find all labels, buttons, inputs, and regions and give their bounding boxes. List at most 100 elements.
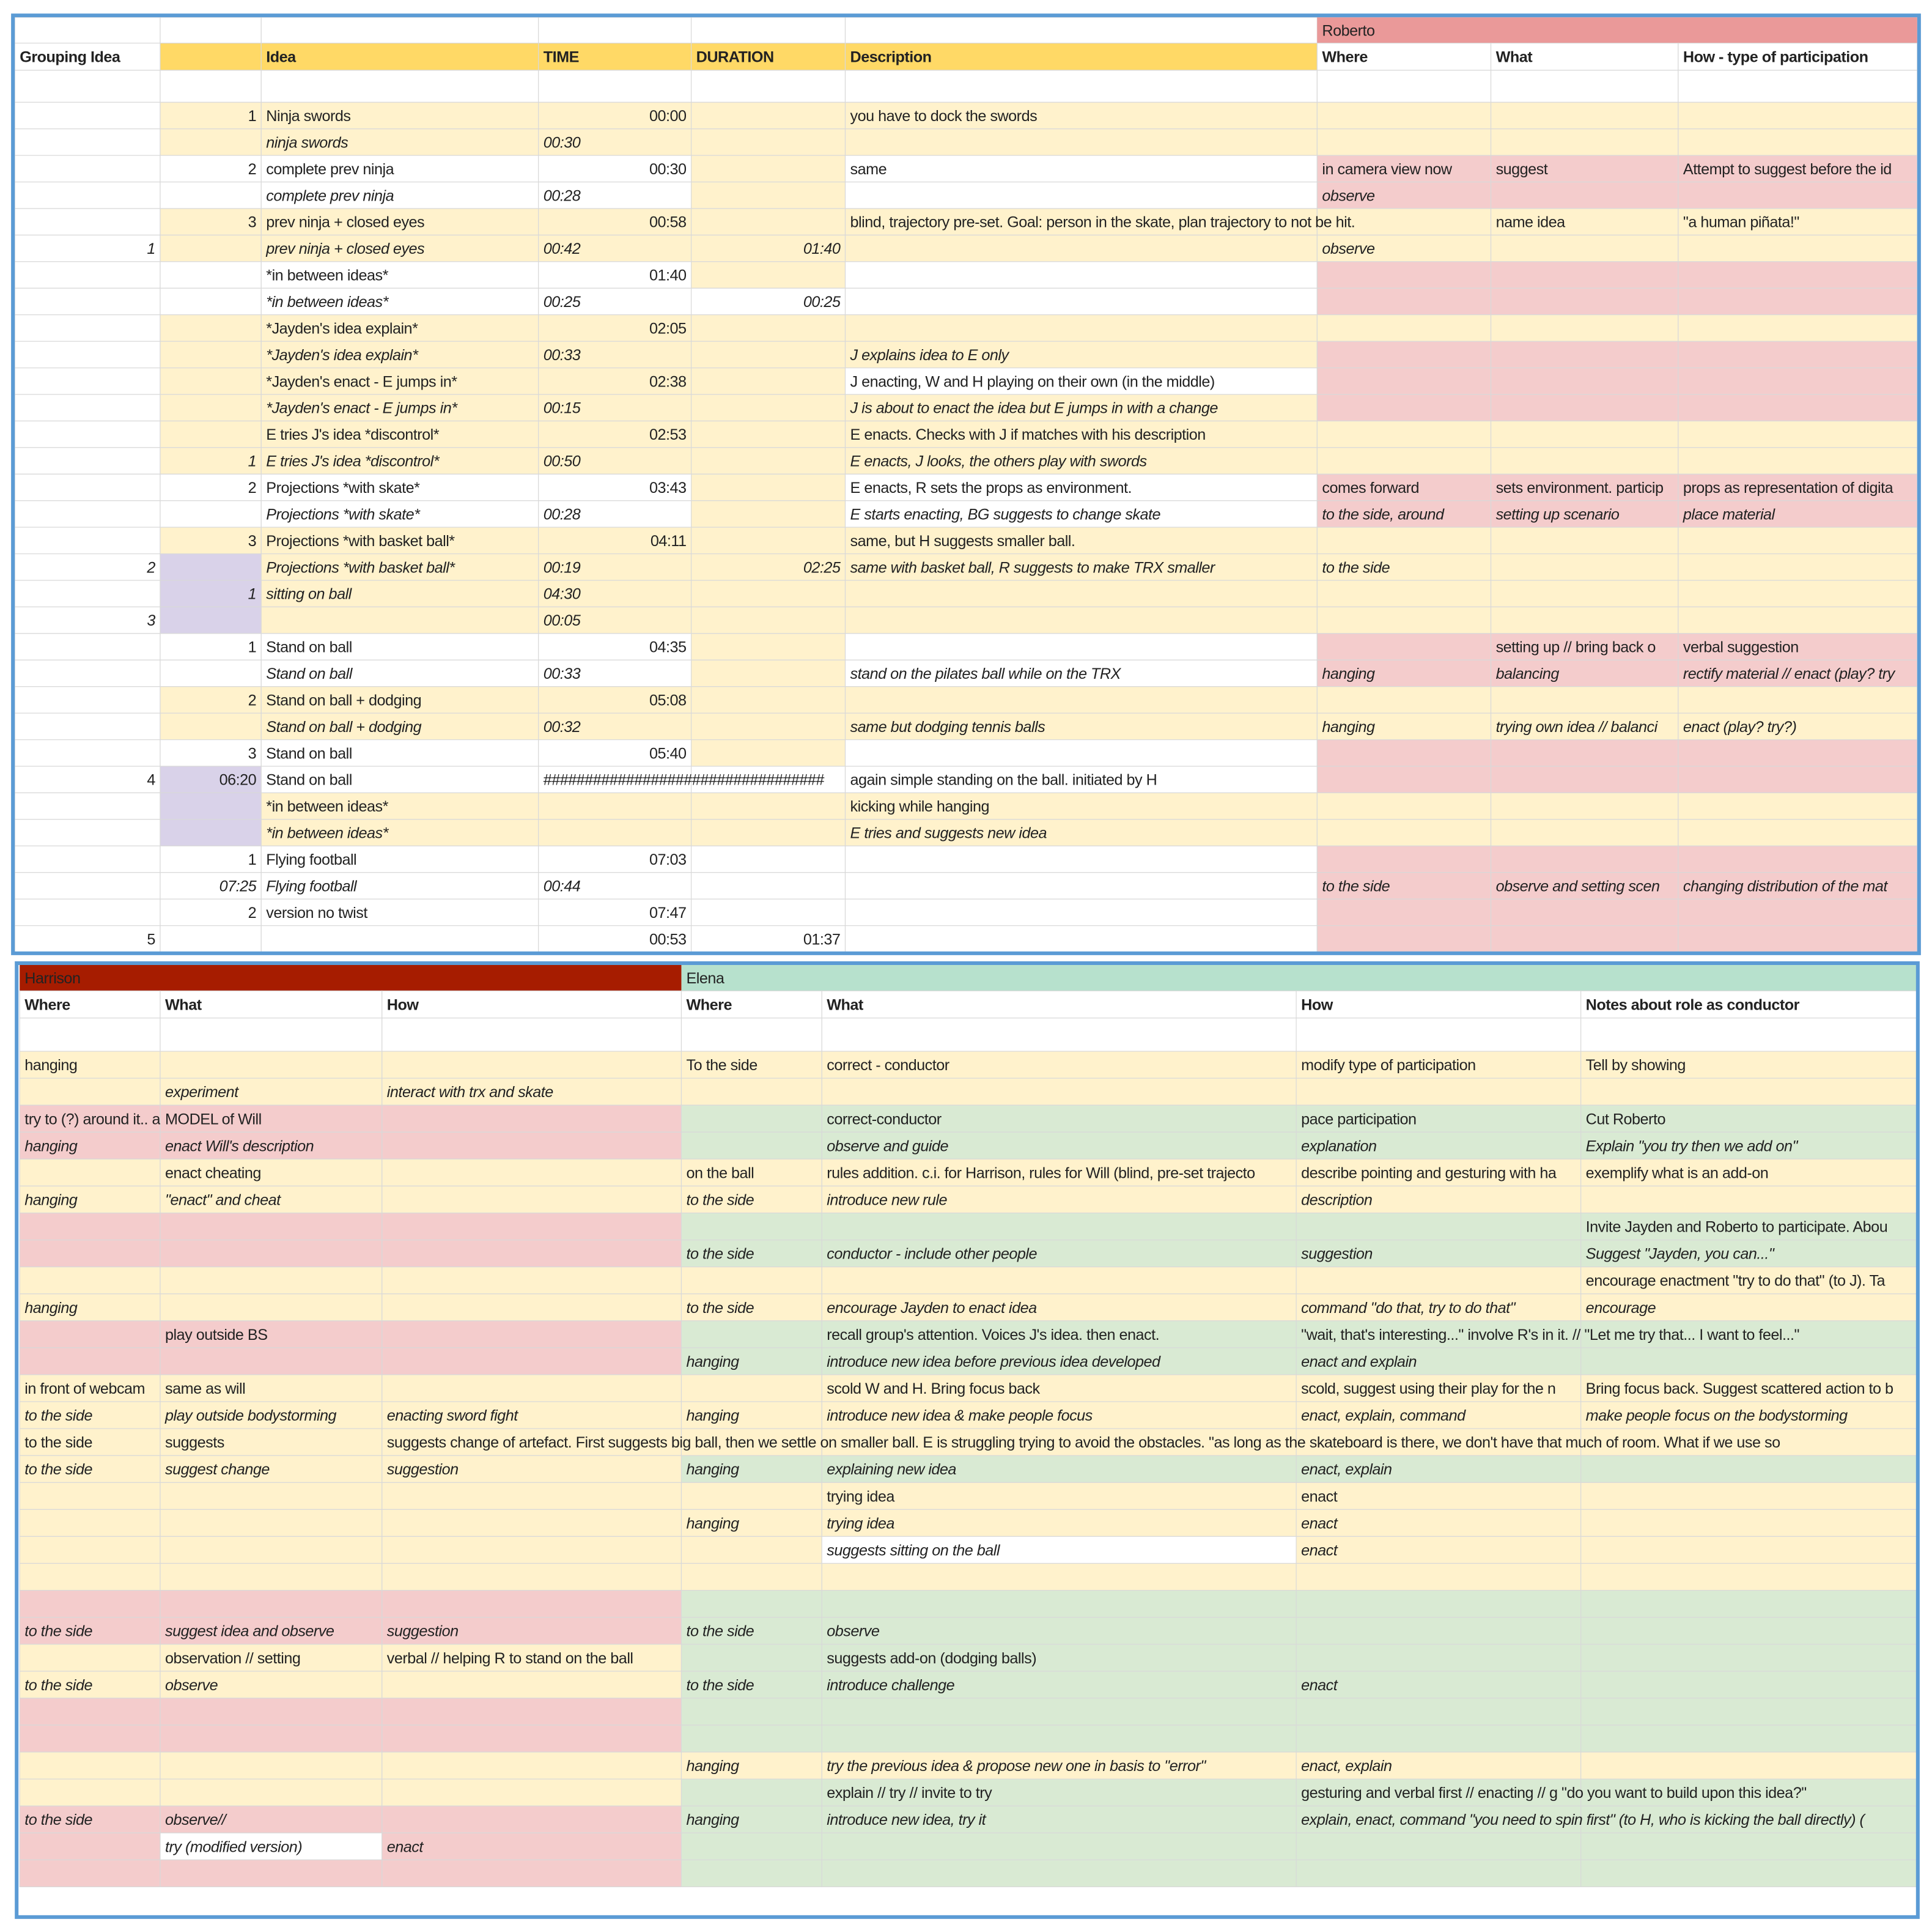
cell-clip: to the side: [24, 1461, 93, 1478]
cell-clip: again simple standing on the ball. initi…: [850, 772, 1157, 789]
cell-bg: [1678, 659, 1918, 687]
cell-bg: [1490, 898, 1679, 926]
cell-clip: to the side: [687, 1300, 755, 1317]
cell-text: 1: [248, 108, 257, 125]
cell-bg: [382, 1482, 682, 1510]
cell-bg: [382, 1805, 682, 1833]
cell-clip: try the previous idea & propose new one …: [827, 1758, 1207, 1775]
cell-clip: introduce new idea, try it: [827, 1811, 987, 1828]
cell-text: 00:50: [544, 453, 581, 470]
cell-clip: 05:08: [649, 692, 687, 709]
cell-bg: [260, 367, 539, 395]
cell-bg: [844, 447, 1318, 475]
cell-bg: [538, 633, 692, 660]
cell-text: 01:40: [649, 267, 687, 284]
cell-clip: Flying football: [266, 851, 356, 868]
cell-bg: [1296, 1832, 1582, 1860]
cell-clip: hanging: [687, 1461, 740, 1478]
cell-text: introduce new idea & make people focus: [827, 1407, 1093, 1424]
cell-text: hanging: [24, 1191, 78, 1208]
cell-bg: [844, 234, 1318, 262]
cell-clip: complete prev ninja: [266, 161, 395, 178]
cell-bg: [844, 287, 1318, 316]
cell-bg: [1316, 155, 1492, 183]
cell-bg: [160, 1509, 383, 1537]
cell-bg: [821, 1347, 1297, 1375]
cell-bg: [538, 70, 692, 103]
cell-bg: [680, 1104, 822, 1133]
cell-bg: [19, 1401, 161, 1429]
cell-bg: [680, 1185, 822, 1214]
cell-bg: [1490, 739, 1679, 767]
cell-clip: 07:03: [649, 851, 687, 868]
cell-text: same as will: [165, 1380, 245, 1397]
cell-bg: [1316, 925, 1492, 953]
cell-bg: [680, 1266, 822, 1295]
cell-clip: ##################################: [544, 772, 825, 789]
cell-bg: [680, 1428, 822, 1456]
cell-clip: observe: [165, 1677, 218, 1694]
cell-clip: Cut Roberto: [1586, 1111, 1666, 1128]
cell-bg: [1580, 1698, 1918, 1726]
cell-bg: [160, 1018, 383, 1052]
cell-text: hanging: [687, 1353, 740, 1370]
cell-text: *in between ideas*: [266, 267, 388, 284]
cell-bg: [382, 1374, 682, 1402]
cell-bg: [160, 102, 262, 130]
cell-bg: [1580, 1347, 1918, 1375]
cell-bg: [538, 341, 692, 369]
cell-bg: [14, 473, 161, 501]
cell-bg: [19, 1617, 161, 1645]
cell-bg: [1316, 447, 1492, 475]
cell-text: to the side: [687, 1191, 754, 1208]
cell-bg: [1316, 102, 1492, 130]
cell-text: "enact" and cheat: [165, 1191, 281, 1208]
cell-bg: [382, 1347, 682, 1375]
cell-bg: [1316, 553, 1492, 581]
cell-text: encourage: [1586, 1300, 1656, 1317]
cell-bg: [690, 686, 846, 714]
cell-bg: [1580, 1131, 1918, 1159]
cell-text: to the side: [24, 1677, 92, 1694]
cell-bg: [260, 314, 539, 342]
cell-bg: [1296, 1751, 1582, 1780]
cell-bg: [1678, 261, 1918, 289]
cell-clip: Invite Jayden and Roberto to participate…: [1586, 1219, 1888, 1236]
cell-bg: [1678, 420, 1918, 448]
cell-clip: name idea: [1496, 214, 1566, 231]
cell-bg: [260, 500, 539, 528]
cell-text: introduce challenge: [827, 1677, 954, 1694]
cell-bg: [19, 1239, 161, 1268]
cell-text: "wait, that's interesting..." involve R'…: [1301, 1326, 1799, 1344]
cell-clip: observe: [827, 1623, 880, 1640]
cell-bg: [538, 819, 692, 846]
cell-bg: [19, 1589, 161, 1618]
cell-text: comes forward: [1322, 479, 1419, 497]
cell-bg: [382, 1185, 682, 1214]
cell-bg: [1490, 128, 1679, 156]
cell-bg: [538, 580, 692, 608]
cell-bg: [160, 208, 262, 236]
cell-text: *in between ideas*: [266, 798, 388, 815]
cell-clip: exemplify what is an add-on: [1586, 1164, 1769, 1181]
cell-bg: [1678, 527, 1918, 555]
cell-bg: [1296, 990, 1582, 1019]
cell-clip: *Jayden's enact - E jumps in*: [266, 400, 458, 417]
cell-bg: [1316, 872, 1492, 900]
cell-text: 00:44: [544, 878, 581, 895]
cell-bg: [821, 1536, 1297, 1564]
cell-bg: [160, 1859, 383, 1888]
cell-text: gesturing and verbal first // enacting /…: [1301, 1784, 1806, 1802]
cell-bg: [821, 1725, 1297, 1753]
cell-clip: enacting sword fight: [387, 1407, 519, 1424]
cell-text: suggest idea and observe: [165, 1623, 334, 1640]
cell-bg: [690, 420, 846, 448]
cell-text: hanging: [687, 1811, 740, 1828]
cell-bg: [1580, 1374, 1918, 1402]
cell-bg: [821, 1698, 1297, 1726]
cell-clip: same, but H suggests smaller ball.: [850, 533, 1075, 550]
cell-text: 2: [248, 692, 257, 709]
cell-text: enact (play? try?): [1683, 719, 1797, 736]
cell-clip: enact cheating: [165, 1164, 261, 1181]
cell-bg: [1678, 314, 1918, 342]
